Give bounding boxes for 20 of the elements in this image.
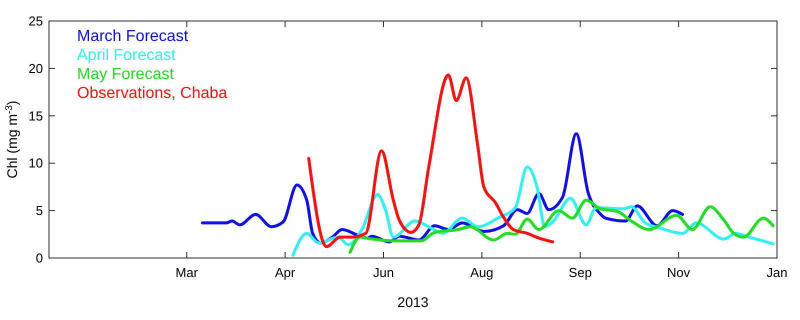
y-tick-label: 15 <box>28 108 43 124</box>
x-tick-label: Nov <box>667 265 691 280</box>
y-tick-label: 0 <box>36 250 43 266</box>
y-tick-label: 25 <box>28 14 43 28</box>
line-series <box>348 198 775 254</box>
text: March Forecast <box>77 28 189 45</box>
text: Observations, Chaba <box>77 85 228 102</box>
x-tick-label: Mar <box>176 265 199 280</box>
y-tick-label: 5 <box>36 203 43 218</box>
x-tick-label: Sep <box>568 265 592 280</box>
x-tick-label: Aug <box>470 265 494 280</box>
x-axis-title: 2013 <box>397 294 429 310</box>
text: April Forecast <box>77 47 176 64</box>
x-tick-label: Jan <box>766 265 788 280</box>
x-tick-label: Jun <box>373 265 394 280</box>
line-series <box>307 74 554 248</box>
y-tick-label: 10 <box>28 156 43 171</box>
text: May Forecast <box>77 66 174 83</box>
x-tick-label: Apr <box>274 265 296 280</box>
y-tick-label: 20 <box>28 60 43 76</box>
